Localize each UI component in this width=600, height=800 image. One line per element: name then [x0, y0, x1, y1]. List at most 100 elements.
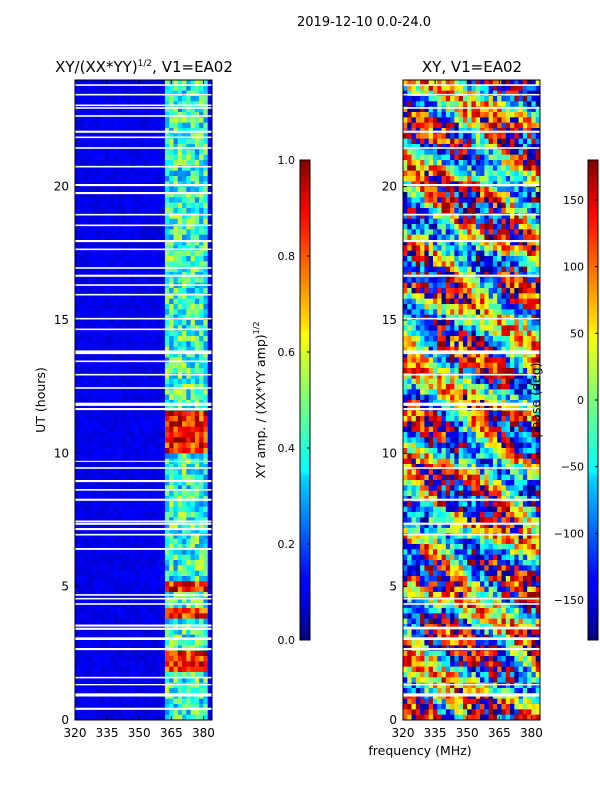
heatmap-cell: [87, 304, 93, 310]
heatmap-cell: [75, 373, 80, 380]
missing-data-row: [75, 387, 212, 389]
heatmap-cell: [139, 133, 144, 140]
heatmap-cell: [407, 96, 412, 102]
heatmap-cell: [130, 186, 136, 193]
heatmap-cell: [177, 122, 183, 129]
heatmap-cell: [79, 522, 84, 529]
heatmap-cell: [130, 112, 136, 118]
heatmap-cell: [160, 112, 166, 118]
heatmap-cell: [186, 448, 191, 454]
heatmap-cell: [83, 314, 89, 321]
heatmap-cell: [109, 304, 114, 310]
heatmap-cell: [411, 197, 417, 204]
heatmap-cell: [113, 640, 119, 646]
heatmap-cell: [194, 80, 200, 86]
heatmap-cell: [143, 485, 149, 492]
heatmap-cell: [160, 320, 166, 326]
heatmap-cell: [190, 357, 196, 364]
heatmap-cell: [100, 341, 106, 348]
heatmap-cell: [75, 640, 80, 646]
heatmap-cell: [79, 602, 84, 609]
heatmap-cell: [100, 640, 106, 646]
heatmap-cell: [139, 309, 144, 316]
heatmap-cell: [462, 80, 468, 86]
heatmap-cell: [199, 218, 204, 225]
heatmap-cell: [117, 672, 123, 678]
heatmap-cell: [160, 640, 166, 646]
heatmap-cell: [156, 298, 162, 305]
heatmap-cell: [75, 442, 80, 449]
heatmap-cell: [100, 96, 106, 102]
heatmap-cell: [130, 506, 136, 513]
heatmap-cell: [169, 122, 174, 129]
heatmap-cell: [79, 549, 84, 556]
heatmap-cell: [130, 325, 136, 332]
heatmap-cell: [100, 362, 106, 369]
heatmap-cell: [87, 480, 93, 486]
heatmap-cell: [462, 186, 468, 193]
heatmap-cell: [531, 208, 537, 214]
heatmap-cell: [83, 490, 89, 497]
heatmap-cell: [467, 101, 472, 108]
heatmap-cell: [79, 448, 84, 454]
heatmap-cell: [75, 293, 80, 300]
heatmap-cell: [87, 613, 93, 620]
heatmap-cell: [467, 112, 472, 118]
heatmap-cell: [164, 528, 170, 534]
heatmap-cell: [109, 586, 114, 593]
heatmap-cell: [164, 304, 170, 310]
heatmap-cell: [475, 192, 481, 198]
heatmap-cell: [207, 261, 213, 268]
heatmap-cell: [475, 240, 481, 246]
heatmap-cell: [164, 656, 170, 662]
heatmap-cell: [92, 714, 97, 721]
heatmap-cell: [186, 528, 191, 534]
heatmap-cell: [190, 117, 196, 124]
heatmap-cell: [104, 234, 110, 241]
heatmap-cell: [134, 362, 140, 369]
heatmap-cell: [92, 512, 97, 518]
heatmap-cell: [199, 117, 204, 124]
heatmap-cell: [79, 426, 84, 433]
heatmap-cell: [454, 122, 460, 129]
heatmap-cell: [182, 581, 187, 588]
heatmap-cell: [75, 544, 80, 550]
heatmap-cell: [173, 453, 179, 460]
heatmap-cell: [122, 426, 127, 433]
heatmap-cell: [186, 677, 191, 684]
heatmap-cell: [87, 149, 93, 156]
heatmap-cell: [134, 464, 140, 470]
heatmap-cell: [203, 672, 209, 678]
heatmap-cell: [190, 576, 196, 582]
heatmap-cell: [156, 442, 162, 449]
heatmap-cell: [79, 138, 84, 145]
heatmap-cell: [139, 229, 144, 236]
heatmap-cell: [100, 432, 106, 438]
heatmap-cell: [156, 304, 162, 310]
heatmap-cell: [186, 517, 191, 524]
heatmap-cell: [164, 218, 170, 225]
heatmap-cell: [75, 453, 80, 460]
heatmap-cell: [186, 186, 191, 193]
heatmap-cell: [424, 160, 430, 166]
heatmap-cell: [182, 677, 187, 684]
heatmap-cell: [75, 160, 80, 166]
heatmap-cell: [147, 245, 153, 252]
heatmap-cell: [164, 122, 170, 129]
heatmap-cell: [130, 288, 136, 294]
heatmap-cell: [87, 656, 93, 662]
heatmap-cell: [415, 154, 421, 161]
heatmap-cell: [437, 112, 442, 118]
heatmap-cell: [126, 320, 132, 326]
heatmap-cell: [531, 224, 537, 230]
heatmap-cell: [143, 373, 149, 380]
heatmap-cell: [130, 101, 136, 108]
heatmap-cell: [134, 629, 140, 636]
heatmap-cell: [182, 186, 187, 193]
heatmap-cell: [104, 240, 110, 246]
heatmap-cell: [164, 709, 170, 716]
heatmap-cell: [143, 666, 149, 673]
heatmap-cell: [87, 650, 93, 657]
heatmap-cell: [100, 224, 106, 230]
heatmap-cell: [130, 320, 136, 326]
